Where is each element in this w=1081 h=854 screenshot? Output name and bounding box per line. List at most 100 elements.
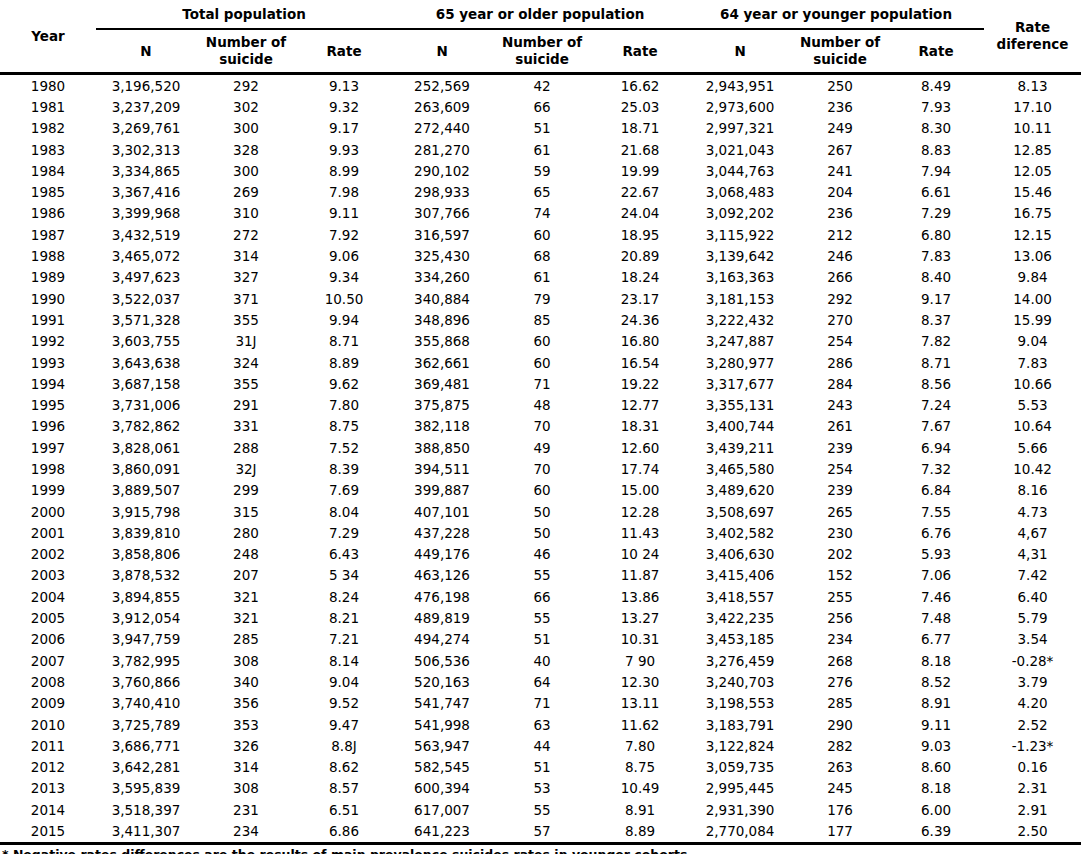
data-cell: 8.14 xyxy=(296,650,392,671)
data-cell: 13.86 xyxy=(592,586,688,607)
col-group-total-population: Total population xyxy=(96,0,392,29)
table-row: 19963,782,8623318.75382,1187018.313,400,… xyxy=(0,416,1081,437)
data-cell: 288 xyxy=(196,437,296,458)
data-cell: 6.43 xyxy=(296,544,392,565)
data-cell: 7.83 xyxy=(984,352,1081,373)
data-cell: 2,973,600 xyxy=(688,96,792,117)
data-cell: 8.37 xyxy=(888,309,984,330)
data-cell: 280 xyxy=(196,522,296,543)
year-cell: 1995 xyxy=(0,394,96,415)
data-cell: 7.83 xyxy=(888,245,984,266)
data-cell: 298,933 xyxy=(392,181,492,202)
data-cell: 8.71 xyxy=(888,352,984,373)
year-cell: 2003 xyxy=(0,565,96,586)
year-cell: 2012 xyxy=(0,757,96,778)
data-cell: 8.91 xyxy=(888,693,984,714)
data-cell: 3,334,865 xyxy=(96,160,196,181)
year-cell: 2006 xyxy=(0,629,96,650)
data-cell: 3,760,866 xyxy=(96,671,196,692)
data-cell: 236 xyxy=(792,96,888,117)
data-cell: 7.80 xyxy=(296,394,392,415)
data-cell: 46 xyxy=(492,544,592,565)
data-cell: 3,196,520 xyxy=(96,74,196,97)
data-cell: 267 xyxy=(792,139,888,160)
data-cell: 3,222,432 xyxy=(688,309,792,330)
data-cell: 12.05 xyxy=(984,160,1081,181)
data-cell: 7.29 xyxy=(296,522,392,543)
data-cell: 600,394 xyxy=(392,778,492,799)
data-cell: 15.99 xyxy=(984,309,1081,330)
data-cell: 10.66 xyxy=(984,373,1081,394)
data-cell: 266 xyxy=(792,267,888,288)
data-cell: 234 xyxy=(196,820,296,843)
data-cell: 476,198 xyxy=(392,586,492,607)
table-row: 19953,731,0062917.80375,8754812.773,355,… xyxy=(0,394,1081,415)
data-cell: 3,571,328 xyxy=(96,309,196,330)
data-cell: 3,402,582 xyxy=(688,522,792,543)
data-cell: 6.84 xyxy=(888,480,984,501)
data-cell: 19.99 xyxy=(592,160,688,181)
data-cell: 299 xyxy=(196,480,296,501)
data-cell: 300 xyxy=(196,118,296,139)
data-cell: 3,269,761 xyxy=(96,118,196,139)
data-cell: 60 xyxy=(492,331,592,352)
data-cell: 16.75 xyxy=(984,203,1081,224)
table-row: 20143,518,3972316.51617,007558.912,931,3… xyxy=(0,799,1081,820)
table-row: 19833,302,3133289.93281,2706121.683,021,… xyxy=(0,139,1081,160)
table-body: 19803,196,5202929.13252,5694216.622,943,… xyxy=(0,74,1081,844)
data-cell: 327 xyxy=(196,267,296,288)
table-row: 19863,399,9683109.11307,7667424.043,092,… xyxy=(0,203,1081,224)
data-cell: 4.20 xyxy=(984,693,1081,714)
year-cell: 1991 xyxy=(0,309,96,330)
data-cell: 7.21 xyxy=(296,629,392,650)
data-cell: 239 xyxy=(792,480,888,501)
data-cell: 3,731,006 xyxy=(96,394,196,415)
year-cell: 1987 xyxy=(0,224,96,245)
data-cell: 314 xyxy=(196,757,296,778)
data-cell: 3,947,759 xyxy=(96,629,196,650)
data-cell: 7.48 xyxy=(888,607,984,628)
data-cell: 18.31 xyxy=(592,416,688,437)
data-cell: 292 xyxy=(792,288,888,309)
data-cell: 3,415,406 xyxy=(688,565,792,586)
table-row: 20083,760,8663409.04520,1636412.303,240,… xyxy=(0,671,1081,692)
table-row: 20153,411,3072346.86641,223578.892,770,0… xyxy=(0,820,1081,843)
data-cell: 66 xyxy=(492,586,592,607)
year-cell: 1998 xyxy=(0,458,96,479)
data-cell: 8.89 xyxy=(592,820,688,843)
data-cell: 321 xyxy=(196,586,296,607)
data-cell: 255 xyxy=(792,586,888,607)
data-cell: 9.04 xyxy=(984,331,1081,352)
data-cell: 55 xyxy=(492,799,592,820)
data-cell: 355 xyxy=(196,373,296,394)
table-row: 20093,740,4103569.52541,7477113.113,198,… xyxy=(0,693,1081,714)
year-cell: 2002 xyxy=(0,544,96,565)
data-cell: 0.16 xyxy=(984,757,1081,778)
data-cell: 563,947 xyxy=(392,735,492,756)
data-cell: 18.24 xyxy=(592,267,688,288)
table-row: 19813,237,2093029.32263,6096625.032,973,… xyxy=(0,96,1081,117)
data-cell: 331 xyxy=(196,416,296,437)
data-cell: 3,489,620 xyxy=(688,480,792,501)
data-cell: 2,943,951 xyxy=(688,74,792,97)
data-cell: 51 xyxy=(492,118,592,139)
data-cell: 12.15 xyxy=(984,224,1081,245)
data-cell: 44 xyxy=(492,735,592,756)
data-cell: 3,497,623 xyxy=(96,267,196,288)
data-cell: 8.18 xyxy=(888,778,984,799)
data-cell: 7.67 xyxy=(888,416,984,437)
data-cell: 5.53 xyxy=(984,394,1081,415)
col-header-65-rate: Rate xyxy=(592,29,688,74)
data-cell: 60 xyxy=(492,352,592,373)
year-cell: 1999 xyxy=(0,480,96,501)
data-cell: 64 xyxy=(492,671,592,692)
data-cell: 7.52 xyxy=(296,437,392,458)
data-cell: 50 xyxy=(492,501,592,522)
year-cell: 1989 xyxy=(0,267,96,288)
data-cell: 9.17 xyxy=(296,118,392,139)
data-cell: 382,118 xyxy=(392,416,492,437)
year-cell: 2009 xyxy=(0,693,96,714)
table-row: 19823,269,7613009.17272,4405118.712,997,… xyxy=(0,118,1081,139)
table-row: 20013,839,8102807.29437,2285011.433,402,… xyxy=(0,522,1081,543)
data-cell: 334,260 xyxy=(392,267,492,288)
